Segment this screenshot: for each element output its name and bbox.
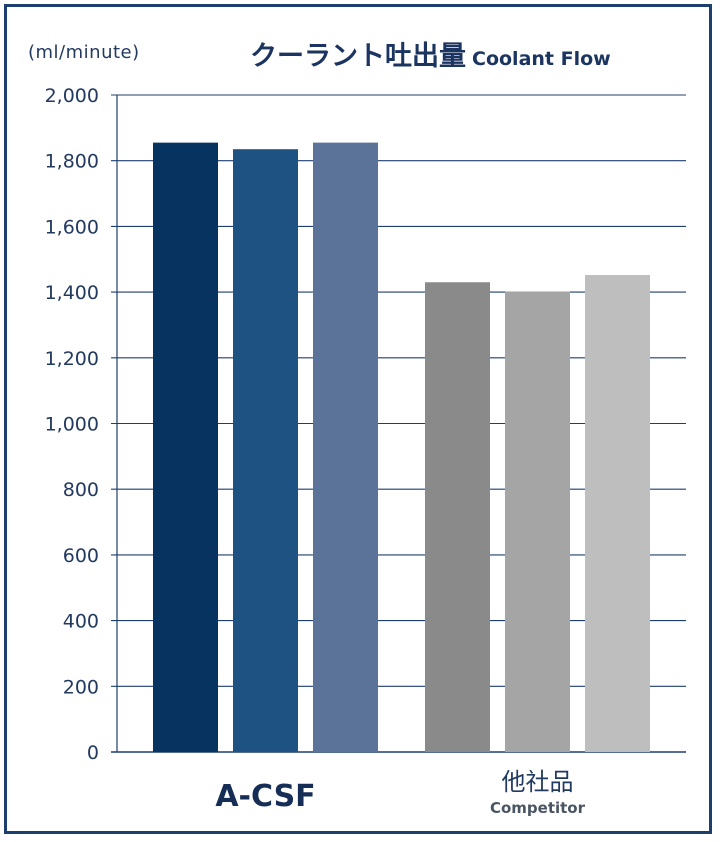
y-tick-label: 1,600 [45,216,99,238]
y-tick-label: 1,800 [45,151,99,173]
chart-title-jp: クーラント吐出量 [250,41,466,72]
bar [425,282,490,752]
bar [585,275,650,752]
y-tick-label: 800 [63,479,99,501]
category-label: 他社品 [502,768,574,796]
x-axis-categories: A-CSF 他社品 Competitor [215,768,585,817]
category-label: A-CSF [215,779,315,814]
y-tick-label: 2,000 [45,85,99,107]
y-tick-label: 1,400 [45,282,99,304]
y-tick-label: 600 [63,545,99,567]
chart-title-en: Coolant Flow [472,48,611,70]
bar [233,149,298,752]
chart-title: クーラント吐出量 Coolant Flow [250,34,611,73]
bar [505,291,570,752]
y-tick-label: 1,000 [45,414,99,436]
bar [313,142,378,752]
y-tick-label: 400 [63,611,99,633]
bars [153,142,650,752]
y-tick-label: 200 [63,676,99,698]
y-tick-label: 0 [87,742,99,764]
bar [153,142,218,752]
unit-label: (ml/minute) [28,42,140,63]
category-sublabel: Competitor [490,799,586,817]
y-axis-ticks: 0 200 400 600 800 1,000 1,200 1,400 1,600 1,800 2,… [45,85,99,764]
y-tick-label: 1,200 [45,348,99,370]
